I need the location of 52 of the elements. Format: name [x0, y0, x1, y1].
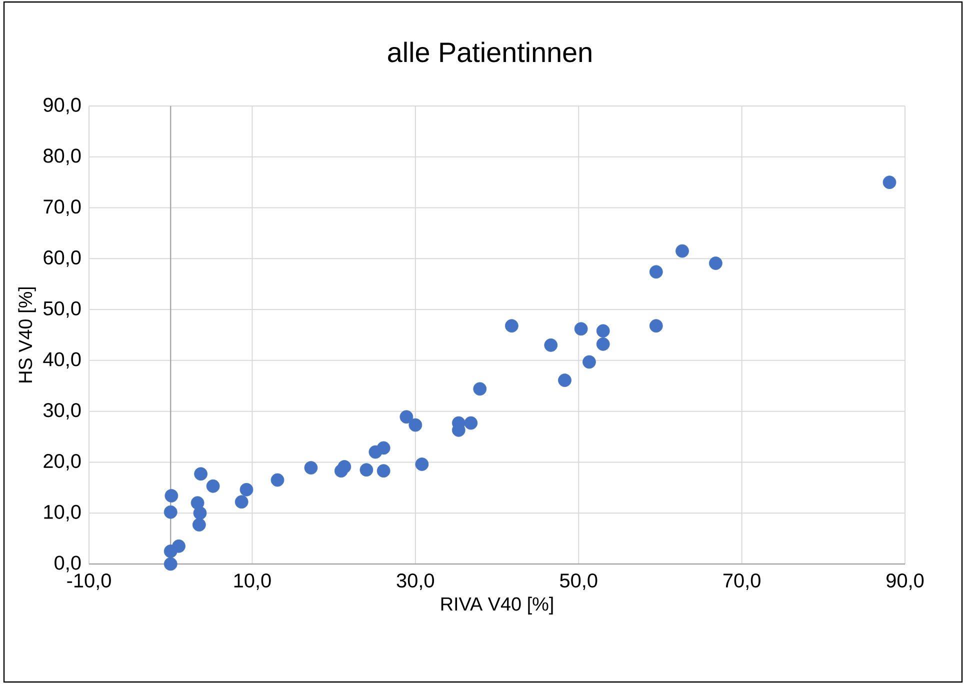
x-axis-title: RIVA V40 [%]: [441, 596, 553, 614]
point: [304, 461, 318, 475]
point: [338, 460, 352, 474]
point: [882, 176, 896, 190]
point: [709, 256, 722, 270]
x-tick-label: 70,0: [723, 574, 760, 590]
y-tick-label: 80,0: [44, 148, 81, 166]
point: [270, 473, 284, 487]
point: [582, 355, 596, 369]
y-tick-label: 60,0: [44, 250, 81, 267]
y-tick-label: 70,0: [44, 200, 81, 216]
point: [234, 495, 248, 509]
point: [574, 322, 588, 336]
point: [596, 324, 610, 338]
y-tick-label: 40,0: [43, 352, 81, 369]
point: [464, 416, 478, 430]
point: [376, 464, 390, 478]
x-tick-label: 30,0: [396, 574, 434, 590]
point: [649, 265, 663, 279]
point: [360, 463, 374, 477]
point: [194, 467, 208, 481]
point: [164, 505, 178, 519]
y-tick-label: 20,0: [44, 454, 81, 470]
y-tick-label: 90,0: [44, 98, 81, 114]
point: [400, 410, 414, 424]
y-tick-label: 30,0: [43, 403, 81, 420]
point: [164, 489, 178, 502]
point: [193, 506, 207, 520]
point: [240, 482, 254, 496]
point: [544, 338, 558, 352]
point: [172, 539, 186, 553]
point: [505, 319, 518, 333]
y-tick-label: 0,0: [54, 556, 81, 572]
point: [473, 382, 487, 396]
y-tick-label: 50,0: [44, 301, 81, 318]
point: [558, 374, 572, 387]
point: [676, 244, 689, 258]
point: [415, 458, 429, 471]
x-tick-label: 90,0: [886, 574, 924, 590]
x-tick-label: 10,0: [234, 574, 271, 590]
y-axis-title: HS V40 [%]: [18, 287, 36, 382]
point: [408, 418, 422, 432]
x-tick-label: 50,0: [560, 574, 598, 590]
point: [596, 337, 610, 351]
x-tick-label: -10,0: [67, 574, 111, 590]
point: [164, 557, 178, 571]
point: [649, 319, 663, 333]
point: [192, 518, 206, 532]
point: [206, 479, 220, 493]
chart-title: alle Patientinnen: [388, 42, 592, 62]
point: [376, 441, 390, 455]
y-tick-label: 10,0: [44, 504, 81, 522]
